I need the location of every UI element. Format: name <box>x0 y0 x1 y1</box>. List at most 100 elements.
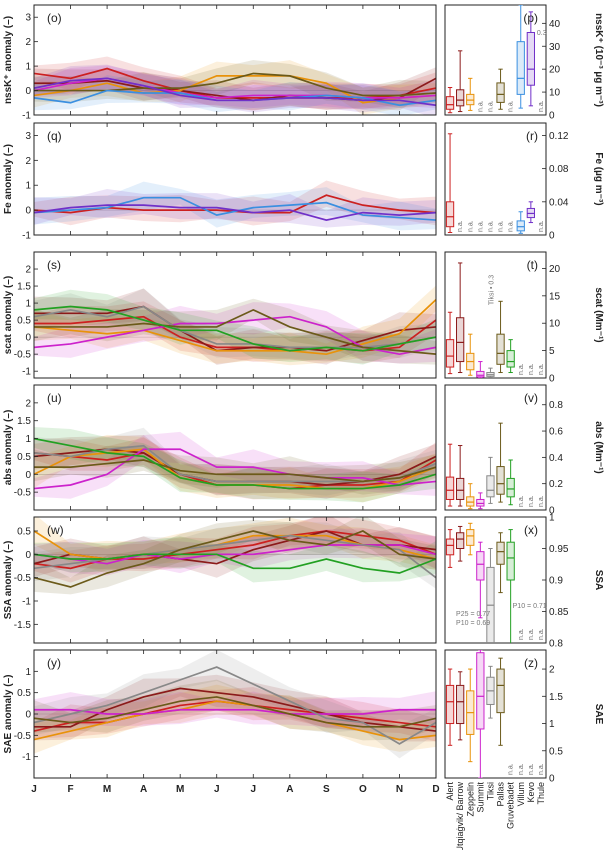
box-Zeppelin <box>466 529 475 546</box>
y-tick-label: 40 <box>549 19 561 30</box>
na-label: n.a. <box>457 220 464 232</box>
month-label: M <box>103 784 111 795</box>
y-axis-label: Fe (µg m⁻³) <box>593 152 604 205</box>
box-Zeppelin <box>466 496 475 507</box>
panel-frame <box>444 122 547 236</box>
y-tick-label: 10 <box>549 319 561 330</box>
y-axis-label: abs (Mm⁻¹) <box>593 421 604 474</box>
month-label: J <box>31 784 37 795</box>
na-label: n.a. <box>477 100 484 112</box>
box-panel-3: n.a. n.a. n.a.00.20.40.60.8(v)abs (Mm⁻¹) <box>444 384 604 517</box>
panel-frame <box>33 384 437 511</box>
y-tick-label: 1 <box>25 299 31 310</box>
station-label: Thule <box>536 782 546 805</box>
box-Tiksi <box>486 475 495 498</box>
y-axis-label: nssK⁺ anomaly (–) <box>3 16 14 104</box>
panel-letter: (s) <box>47 258 61 272</box>
series-line-Summit <box>34 708 436 715</box>
box-Utqiaġvik/ Barrow <box>456 532 465 549</box>
box-Summit <box>476 652 485 730</box>
na-label: n.a. <box>538 100 545 112</box>
box-Kevo <box>526 32 535 86</box>
y-axis-label: Fe anomaly (–) <box>3 144 14 214</box>
na-label: n.a. <box>538 763 545 775</box>
box-Pallas <box>496 82 505 103</box>
envelope-Summit <box>34 528 436 576</box>
y-tick-label: 1 <box>25 62 31 73</box>
y-tick-label: 2 <box>549 665 555 676</box>
panel-letter: (o) <box>47 11 62 25</box>
y-tick-label: 0 <box>25 550 31 561</box>
series-line-Zeppelin <box>34 700 436 741</box>
y-tick-label: -1 <box>22 597 31 608</box>
box-Gruvebadet <box>506 541 515 581</box>
panel-frame <box>33 516 437 644</box>
envelope-Summit <box>34 302 436 364</box>
panel-frame <box>444 516 547 644</box>
na-label: n.a. <box>518 495 525 507</box>
panel-letter: (p) <box>523 11 538 25</box>
box-Alert <box>445 201 455 228</box>
annotation: 0.3 <box>537 30 547 37</box>
series-line-Gruvebadet <box>34 305 436 352</box>
panel-letter: (w) <box>47 523 64 537</box>
y-axis-label: abs anomaly (–) <box>3 410 14 486</box>
plot-area <box>445 650 505 778</box>
series-line-Pallas <box>34 459 436 483</box>
envelope-Tiksi <box>34 650 436 759</box>
panel-frame <box>444 4 547 116</box>
na-label: n.a. <box>477 220 484 232</box>
y-tick-label: 0 <box>25 206 31 217</box>
anomaly-panel-5: -1 -0.5 0 0.5 1 (y) SAE anomaly (–) <box>3 649 437 779</box>
panel-letter: (q) <box>47 129 62 143</box>
plot-area <box>34 650 436 759</box>
plot-area <box>34 427 436 503</box>
y-tick-label: 0 <box>25 470 31 481</box>
y-tick-label: 30 <box>549 42 561 53</box>
box-Alert <box>445 339 455 368</box>
na-label: n.a. <box>518 363 525 375</box>
station-label: Utqiaġvik/ Barrow <box>455 782 465 850</box>
month-label: J <box>214 784 220 795</box>
y-tick-label: 1 <box>25 434 31 445</box>
panel-frame <box>33 122 437 236</box>
na-label: n.a. <box>528 763 535 775</box>
anomaly-panel-4: -1.5 -1 -0.5 0 0.5 (w) SSA anomaly (–) <box>3 516 437 644</box>
y-axis-label: nssK⁺ (10⁻³ µg m⁻³) <box>593 13 604 107</box>
envelope-Zeppelin <box>34 684 436 754</box>
y-tick-label: 1.5 <box>17 416 31 427</box>
y-tick-label: 0.4 <box>549 453 563 464</box>
panel-letter: (t) <box>527 258 538 272</box>
box-Gruvebadet <box>506 350 515 368</box>
month-label: D <box>432 784 439 795</box>
na-label: n.a. <box>538 628 545 640</box>
plot-area <box>34 180 436 231</box>
plot-area <box>445 5 535 114</box>
series-line-Pallas <box>34 530 436 588</box>
box-Summit <box>476 498 485 507</box>
y-tick-label: 0.5 <box>549 746 563 757</box>
box-Villum <box>516 41 525 95</box>
y-tick-label: -1 <box>22 367 31 378</box>
y-tick-label: 0 <box>549 774 555 785</box>
envelope-Pallas <box>34 445 436 495</box>
envelope-Villum <box>34 74 436 115</box>
panel-frame <box>444 251 547 379</box>
y-tick-label: 0 <box>25 710 31 721</box>
y-tick-label: -0.5 <box>14 350 32 361</box>
series-line-Villum <box>34 196 436 221</box>
panel-letter: (y) <box>47 656 61 670</box>
panel-letter: (u) <box>47 391 62 405</box>
annotation: P25 = 0.77 <box>456 611 490 618</box>
envelope-Villum <box>34 181 436 231</box>
series-line-Kevo <box>34 77 436 107</box>
y-tick-label: 0 <box>25 86 31 97</box>
y-tick-label: 20 <box>549 65 561 76</box>
y-tick-label: 0 <box>549 506 555 517</box>
month-label: M <box>176 784 184 795</box>
y-tick-label: 0.6 <box>549 427 563 438</box>
na-label: n.a. <box>498 220 505 232</box>
y-tick-label: 2 <box>25 265 31 276</box>
box-Utqiaġvik/ Barrow <box>456 477 465 500</box>
envelope-Zeppelin <box>34 60 436 115</box>
